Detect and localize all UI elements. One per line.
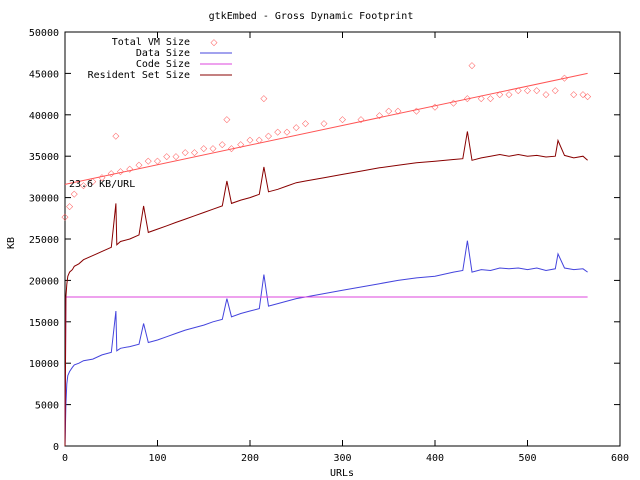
y-tick-label: 45000	[29, 69, 59, 80]
y-tick-label: 15000	[29, 318, 59, 329]
point-total-vm: ◇	[154, 156, 161, 166]
point-total-vm: ◇	[515, 86, 522, 96]
point-total-vm: ◇	[210, 144, 217, 154]
point-total-vm: ◇	[552, 86, 559, 96]
legend: Total VM Size ◇ Data Size Code Size Resi…	[88, 37, 232, 81]
point-total-vm: ◇	[145, 156, 152, 166]
legend-label-resident: Resident Set Size	[88, 70, 190, 81]
point-total-vm: ◇	[219, 140, 226, 150]
fit-annotation: 23.6 KB/URL	[69, 179, 135, 190]
legend-label-data: Data Size	[136, 48, 190, 59]
point-total-vm: ◇	[376, 111, 383, 121]
point-total-vm: ◇	[223, 115, 230, 125]
y-tick-label: 50000	[29, 28, 59, 39]
legend-marker-total-vm: ◇	[211, 38, 218, 48]
point-total-vm: ◇	[432, 103, 439, 113]
point-total-vm: ◇	[543, 90, 550, 100]
series-fit-line	[64, 72, 588, 185]
axis-ticks: 0500010000150002000025000300003500040000…	[29, 28, 629, 464]
point-total-vm: ◇	[478, 94, 485, 104]
x-tick-label: 500	[518, 453, 536, 464]
point-total-vm: ◇	[99, 173, 106, 183]
x-tick-label: 100	[148, 453, 166, 464]
y-tick-label: 20000	[29, 276, 59, 287]
legend-label-total-vm: Total VM Size	[112, 37, 190, 48]
y-tick-label: 40000	[29, 111, 59, 122]
point-total-vm: ◇	[265, 132, 272, 142]
point-total-vm: ◇	[395, 107, 402, 117]
point-total-vm: ◇	[108, 169, 115, 179]
legend-label-code: Code Size	[136, 59, 190, 70]
point-total-vm: ◇	[469, 61, 476, 71]
point-total-vm: ◇	[89, 177, 96, 187]
point-total-vm: ◇	[163, 152, 170, 162]
point-total-vm: ◇	[487, 94, 494, 104]
x-tick-label: 300	[333, 453, 351, 464]
point-total-vm: ◇	[80, 181, 87, 191]
x-tick-label: 400	[426, 453, 444, 464]
point-total-vm: ◇	[136, 160, 143, 170]
point-total-vm: ◇	[173, 152, 180, 162]
point-total-vm: ◇	[126, 165, 133, 175]
point-total-vm: ◇	[284, 127, 291, 137]
chart-title: gtkEmbed - Gross Dynamic Footprint	[209, 11, 414, 22]
point-total-vm: ◇	[62, 213, 69, 223]
x-tick-label: 0	[62, 453, 68, 464]
point-total-vm: ◇	[385, 107, 392, 117]
point-total-vm: ◇	[450, 98, 457, 108]
x-tick-label: 600	[611, 453, 629, 464]
point-total-vm: ◇	[237, 140, 244, 150]
point-total-vm: ◇	[66, 202, 73, 212]
series-resident-set-size	[64, 131, 588, 447]
y-tick-label: 10000	[29, 359, 59, 370]
point-total-vm: ◇	[584, 92, 591, 102]
series-code-size	[64, 296, 588, 447]
point-total-vm: ◇	[496, 90, 503, 100]
point-total-vm: ◇	[274, 127, 281, 137]
point-total-vm: ◇	[413, 107, 420, 117]
point-total-vm: ◇	[580, 90, 587, 100]
point-total-vm: ◇	[506, 90, 513, 100]
point-total-vm: ◇	[112, 132, 119, 142]
x-tick-label: 200	[241, 453, 259, 464]
point-total-vm: ◇	[524, 86, 531, 96]
point-total-vm: ◇	[260, 94, 267, 104]
point-total-vm: ◇	[533, 86, 540, 96]
point-total-vm: ◇	[293, 123, 300, 133]
point-total-vm: ◇	[182, 148, 189, 158]
point-total-vm: ◇	[71, 189, 78, 199]
point-total-vm: ◇	[339, 115, 346, 125]
point-total-vm: ◇	[256, 136, 263, 146]
y-tick-label: 35000	[29, 152, 59, 163]
point-total-vm: ◇	[200, 144, 207, 154]
series-layer: ◇◇◇◇ ◇ ◇ ◇◇◇ ◇ ◇ ◇ ◇ ◇ ◇ ◇ ◇ ◇ ◇ ◇◇◇ ◇ ◇ ◇◇◇ ◇ ◇ ◇ ◇ ◇ ◇ ◇ ◇ ◇ ◇ ◇ ◇ ◇…	[62, 61, 591, 447]
point-total-vm: ◇	[247, 136, 254, 146]
point-total-vm: ◇	[191, 148, 198, 158]
y-tick-label: 5000	[35, 401, 59, 412]
point-total-vm: ◇	[358, 115, 365, 125]
point-total-vm: ◇	[302, 119, 309, 129]
point-total-vm: ◇	[570, 90, 577, 100]
y-axis-label: KB	[6, 237, 17, 249]
y-tick-label: 30000	[29, 194, 59, 205]
y-tick-label: 0	[53, 442, 59, 453]
point-total-vm: ◇	[321, 119, 328, 129]
x-axis-label: URLs	[330, 468, 354, 479]
series-data-size	[64, 240, 588, 447]
y-tick-label: 25000	[29, 235, 59, 246]
